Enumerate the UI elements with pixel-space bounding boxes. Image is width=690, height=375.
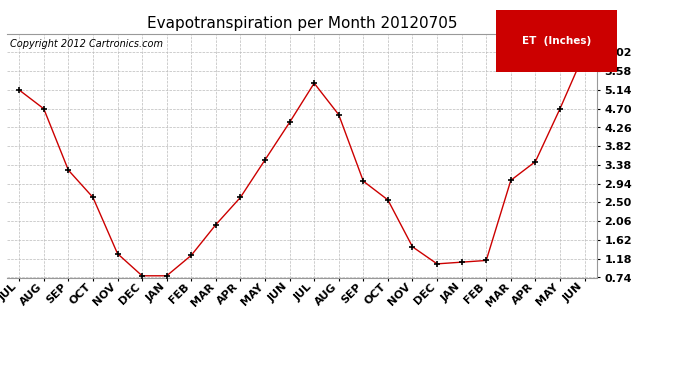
Text: Copyright 2012 Cartronics.com: Copyright 2012 Cartronics.com (10, 39, 163, 49)
Text: ET  (Inches): ET (Inches) (522, 36, 591, 46)
Title: Evapotranspiration per Month 20120705: Evapotranspiration per Month 20120705 (146, 16, 457, 31)
